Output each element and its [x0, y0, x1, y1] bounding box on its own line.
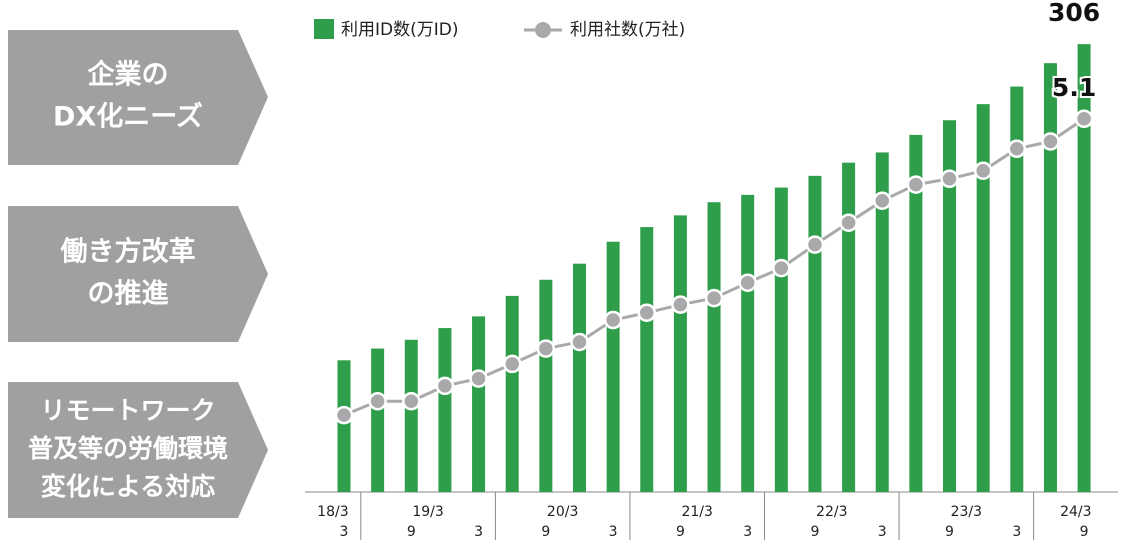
x-tick-label: 3	[1012, 524, 1021, 540]
x-tick-label: 3	[743, 524, 752, 540]
x-tick-label: 9	[407, 524, 416, 540]
side-text: 企業の	[88, 59, 169, 91]
x-tick-label: 3	[609, 524, 618, 540]
x-tick-label: 3	[340, 524, 349, 540]
line-marker	[536, 339, 556, 358]
line-marker	[435, 376, 455, 396]
x-tick-label: 3	[878, 524, 887, 540]
side-text: DX化ニーズ	[53, 101, 203, 133]
side-text: 変化による対応	[41, 472, 215, 501]
bar	[438, 328, 452, 492]
bar	[572, 263, 586, 492]
bar	[337, 360, 351, 492]
line-marker	[940, 169, 959, 189]
line-marker	[704, 288, 724, 308]
legend-swatch	[314, 19, 334, 39]
line-marker	[402, 392, 421, 411]
bar	[539, 279, 553, 492]
x-tick-label: 9	[945, 524, 954, 540]
group-label: 21/3	[681, 504, 712, 520]
line-marker	[637, 303, 657, 322]
bar	[909, 134, 923, 492]
legend-label: 利用ID数(万ID)	[341, 20, 458, 40]
line-marker	[1041, 132, 1060, 151]
legend-label: 利用社数(万社)	[570, 20, 685, 40]
side-text: 働き方改革	[61, 236, 196, 268]
group-label: 24/3	[1060, 504, 1091, 520]
bar	[1010, 86, 1024, 492]
bar	[472, 316, 486, 492]
bar	[606, 241, 620, 492]
line-marker	[973, 161, 993, 180]
bar	[943, 120, 957, 493]
data-label: 306	[1048, 0, 1100, 27]
bar	[404, 339, 418, 492]
bar	[707, 202, 721, 492]
bar	[808, 175, 822, 492]
line-marker	[334, 405, 354, 425]
side-box	[8, 30, 268, 165]
line-marker	[839, 213, 858, 232]
side-text: 普及等の労働環境	[28, 434, 228, 463]
bar	[505, 295, 519, 492]
bar	[673, 215, 687, 492]
data-label: 5.1	[1052, 73, 1096, 102]
bar	[371, 348, 385, 492]
legend-marker	[535, 22, 551, 38]
x-tick-label: 9	[810, 524, 819, 540]
x-tick-label: 9	[676, 524, 685, 540]
x-tick-label: 9	[1080, 524, 1089, 540]
x-tick-label: 3	[474, 524, 483, 540]
group-label: 22/3	[816, 504, 847, 520]
group-label: 19/3	[412, 504, 443, 520]
side-box	[8, 382, 268, 518]
line-marker	[872, 191, 892, 210]
line-marker	[603, 310, 623, 330]
bar	[741, 194, 755, 492]
group-label: 20/3	[547, 504, 578, 520]
bar	[774, 187, 788, 492]
side-text: の推進	[88, 279, 169, 310]
line-marker	[502, 354, 522, 374]
bar	[875, 152, 889, 492]
side-box	[8, 206, 268, 342]
bar	[842, 162, 856, 492]
line-marker	[805, 235, 825, 254]
line-marker	[1074, 109, 1094, 129]
line-marker	[671, 295, 690, 314]
group-label: 18/3	[317, 504, 348, 520]
line-marker	[368, 392, 387, 411]
line-marker	[738, 273, 757, 292]
bar	[640, 227, 654, 492]
x-tick-label: 9	[541, 524, 550, 540]
group-label: 23/3	[951, 504, 982, 520]
bar	[976, 104, 990, 493]
line-marker	[469, 369, 488, 388]
line-marker	[1007, 139, 1027, 159]
line-marker	[772, 258, 791, 278]
bar	[1043, 63, 1057, 493]
bar	[1077, 44, 1091, 493]
line-marker	[906, 175, 926, 194]
line-marker	[570, 332, 589, 352]
side-text: リモートワーク	[40, 396, 215, 425]
